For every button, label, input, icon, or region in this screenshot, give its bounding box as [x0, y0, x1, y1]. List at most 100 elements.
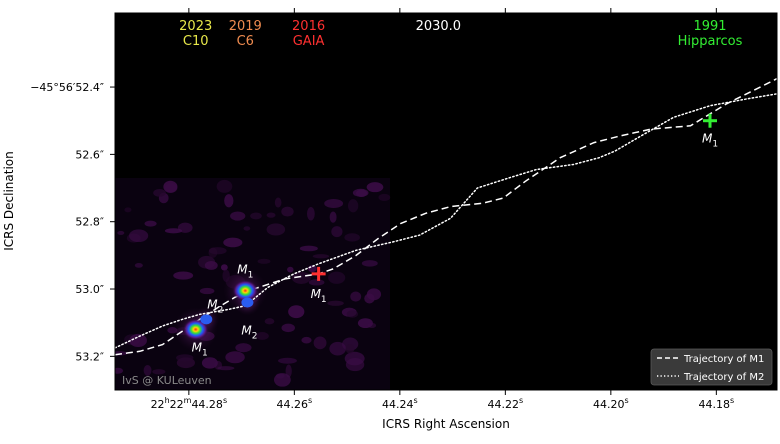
- noise-speckle: [223, 237, 243, 248]
- x-tick-label: 44.26s: [277, 396, 313, 411]
- axes-frame: [114, 12, 778, 391]
- noise-speckle: [134, 263, 143, 268]
- noise-speckle: [243, 226, 251, 231]
- noise-speckle: [143, 364, 152, 376]
- marker-label-m1-2016: M1: [311, 287, 327, 305]
- noise-speckle: [344, 233, 360, 242]
- epoch-year-2019: 2019: [229, 19, 262, 34]
- noise-speckle: [235, 343, 252, 353]
- noise-speckle: [129, 333, 147, 348]
- marker-label-m2-2019: M2: [241, 323, 257, 341]
- marker-cross-2016: [311, 266, 326, 281]
- noise-speckle: [329, 211, 337, 223]
- noise-speckle: [257, 258, 271, 264]
- noise-speckle: [324, 198, 344, 208]
- image-credit: IvS @ KULeuven: [122, 374, 212, 387]
- trajectory-m2: [115, 93, 777, 349]
- y-tick-label: −45°56′52.4″: [30, 81, 104, 94]
- epoch-year-1991: 1991: [693, 19, 726, 34]
- noise-speckle: [177, 222, 193, 233]
- epoch-instrument-2023: C10: [183, 34, 209, 49]
- legend-box: [650, 348, 773, 386]
- x-axis-title: ICRS Right Ascension: [382, 417, 510, 431]
- x-tick-label: 44.20s: [593, 396, 629, 411]
- y-tick-label: 53.2″: [75, 350, 104, 363]
- noise-speckle: [208, 247, 218, 258]
- noise-speckle: [273, 373, 291, 387]
- y-axis-title: ICRS Declination: [2, 151, 16, 251]
- noise-speckle: [255, 332, 269, 340]
- noise-speckle: [299, 245, 318, 252]
- epoch-instrument-1991: Hipparcos: [678, 34, 743, 49]
- noise-speckle: [199, 287, 215, 295]
- epoch-year-2023: 2023: [179, 19, 212, 34]
- noise-speckle: [266, 212, 276, 218]
- noise-speckle: [204, 260, 218, 270]
- noise-speckle: [129, 229, 149, 243]
- noise-speckle: [378, 193, 391, 201]
- noise-speckle: [308, 279, 325, 286]
- noise-speckle: [347, 199, 359, 213]
- noise-speckle: [329, 341, 347, 356]
- noise-speckle: [164, 228, 183, 234]
- noise-speckle: [344, 351, 365, 366]
- noise-speckle: [225, 351, 245, 364]
- noise-speckle: [287, 266, 294, 273]
- noise-speckle: [250, 212, 262, 220]
- epoch-year-2030.0: 2030.0: [416, 19, 462, 34]
- legend-label-m1: Trajectory of M1: [683, 354, 764, 365]
- marker-label-m1-2023: M1: [192, 340, 208, 358]
- noise-speckle: [313, 336, 327, 350]
- noise-speckle: [266, 223, 286, 236]
- noise-speckle: [367, 322, 377, 329]
- noise-speckle: [307, 206, 315, 221]
- noise-speckle: [281, 206, 294, 217]
- noise-speckle: [278, 357, 297, 364]
- x-tick-label: 44.18s: [699, 396, 735, 411]
- noise-speckle: [364, 293, 375, 304]
- noise-speckle: [217, 366, 235, 371]
- legend: Trajectory of M1 Trajectory of M2: [650, 348, 773, 386]
- marker-label-m1-2019: M1: [237, 263, 253, 281]
- noise-speckle: [350, 291, 362, 302]
- marker-blob-m2-2019: [241, 297, 254, 308]
- noise-speckle: [216, 179, 233, 193]
- marker-label-m2-2023: M2: [207, 297, 223, 315]
- y-tick-label: 53.0″: [75, 283, 104, 296]
- epoch-instrument-2016: GAIA: [293, 34, 325, 49]
- noise-speckle: [288, 305, 305, 319]
- x-tick-label: 44.22s: [488, 396, 524, 411]
- epoch-year-2016: 2016: [292, 19, 325, 34]
- marker-label-m1-1991: M1: [702, 132, 718, 150]
- noise-speckle: [331, 226, 343, 238]
- epoch-instrument-2019: C6: [237, 34, 254, 49]
- y-tick-label: 52.8″: [75, 216, 104, 229]
- noise-speckle: [327, 300, 344, 306]
- legend-label-m2: Trajectory of M2: [683, 372, 764, 383]
- marker-blob-m1-2023: [182, 318, 209, 341]
- noise-speckle: [163, 180, 178, 193]
- noise-speckle: [230, 211, 246, 221]
- noise-speckle: [291, 271, 311, 284]
- noise-speckle: [264, 318, 275, 325]
- noise-speckle: [366, 182, 384, 193]
- noise-speckle: [281, 323, 295, 333]
- noise-speckle: [328, 271, 346, 284]
- noise-speckle: [152, 369, 166, 375]
- noise-speckle: [312, 254, 330, 259]
- noise-speckle: [115, 367, 124, 374]
- noise-speckle: [361, 260, 378, 267]
- marker-blob-m1-2019: [232, 279, 259, 302]
- noise-speckle: [117, 230, 125, 235]
- noise-speckle: [346, 310, 359, 318]
- x-tick-label: 44.24s: [382, 396, 418, 411]
- noise-speckle: [352, 188, 369, 197]
- y-tick-label: 52.6″: [75, 148, 104, 161]
- noise-speckle: [220, 264, 228, 271]
- noise-speckle: [201, 357, 218, 369]
- noise-speckle: [301, 336, 312, 344]
- noise-speckle: [274, 197, 282, 208]
- noise-speckle: [224, 194, 234, 208]
- noise-speckle: [173, 271, 194, 280]
